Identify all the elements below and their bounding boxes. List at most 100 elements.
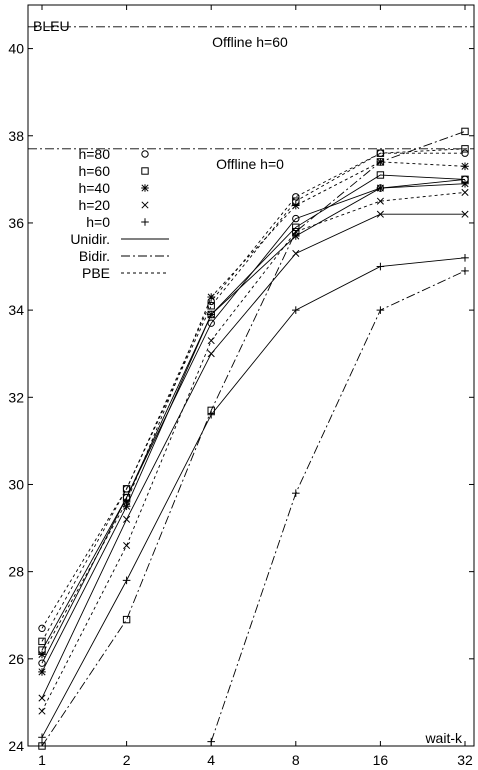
y-tick-label: 28 <box>8 564 24 580</box>
x-tick-label: 4 <box>207 752 215 768</box>
data-point-cross <box>292 228 300 236</box>
data-point-star <box>461 162 469 171</box>
series-line <box>41 161 466 655</box>
y-tick-label: 32 <box>8 389 24 405</box>
data-point-square <box>38 742 46 750</box>
series-line <box>41 191 466 712</box>
legend-label: h=80 <box>78 146 110 162</box>
data-point-plus <box>207 410 215 419</box>
data-point-cross <box>376 197 384 205</box>
legend-marker-star <box>141 184 149 192</box>
series-line <box>41 174 466 651</box>
data-point-plus <box>376 306 385 314</box>
y-tick-label: 34 <box>8 302 24 318</box>
legend-marker-plus <box>141 218 149 226</box>
data-point-star <box>376 184 385 192</box>
data-point-square <box>376 171 385 179</box>
series-line <box>41 130 466 747</box>
x-tick-label: 2 <box>123 752 131 768</box>
data-point-cross <box>376 210 384 218</box>
y-tick-label: 40 <box>8 41 24 57</box>
data-point-cross <box>123 515 131 523</box>
data-point-star <box>207 310 215 319</box>
data-point-plus <box>292 306 300 314</box>
data-point-square <box>461 145 469 153</box>
series-line <box>41 152 465 629</box>
data-point-circle <box>461 149 469 157</box>
data-point-square <box>38 637 46 646</box>
data-point-plus <box>376 262 385 271</box>
y-tick-label: 36 <box>8 215 24 231</box>
data-point-cross <box>461 188 469 196</box>
legend-label: h=0 <box>86 214 110 230</box>
legend-label: h=40 <box>78 180 110 196</box>
data-point-cross <box>38 694 46 702</box>
y-axis-label: BLEU <box>33 18 70 34</box>
data-point-cross <box>207 350 215 358</box>
data-point-cross <box>292 249 300 258</box>
legend-label: h=60 <box>78 163 110 179</box>
data-point-star <box>207 293 215 301</box>
data-point-cross <box>123 541 131 550</box>
x-tick-label: 1 <box>38 752 46 768</box>
x-tick-label: 8 <box>292 752 300 768</box>
plot-frame <box>27 4 475 747</box>
x-axis-label: wait-k <box>424 730 463 746</box>
y-tick-label: 24 <box>8 738 24 754</box>
y-tick-label: 38 <box>8 128 24 144</box>
data-point-plus <box>461 267 469 275</box>
legend-marker-square <box>141 167 149 175</box>
data-point-plus <box>207 737 215 746</box>
legend-marker-circle <box>141 150 149 158</box>
x-tick-label: 32 <box>457 752 473 768</box>
data-point-circle <box>207 319 215 327</box>
series-line <box>41 183 466 673</box>
data-point-cross <box>461 210 469 218</box>
data-point-plus <box>122 576 131 585</box>
data-point-star <box>122 498 131 506</box>
data-point-star <box>461 179 469 188</box>
series-line <box>41 257 466 738</box>
reference-line-label: Offline h=0 <box>216 156 284 172</box>
legend-label: Unidir. <box>70 231 110 247</box>
data-point-star <box>38 650 46 659</box>
data-point-circle <box>292 214 300 223</box>
legend-label: Bidir. <box>79 248 110 264</box>
legend-label: h=20 <box>78 197 110 213</box>
reference-lines: Offline h=60 Offline h=0 <box>28 26 474 172</box>
data-point-square <box>376 149 385 157</box>
series-lines <box>41 130 466 747</box>
series-markers <box>38 127 469 750</box>
data-point-circle <box>38 659 46 667</box>
legend-label: PBE <box>82 265 110 281</box>
data-point-square <box>292 223 300 232</box>
data-point-square <box>207 406 215 415</box>
data-point-square <box>207 302 215 310</box>
data-point-square <box>122 615 131 624</box>
data-point-star <box>38 668 46 676</box>
reference-line-label: Offline h=60 <box>212 34 288 50</box>
data-point-cross <box>207 337 215 345</box>
series-line <box>41 148 466 642</box>
series-line <box>41 213 465 699</box>
data-point-plus <box>292 489 300 497</box>
data-point-star <box>376 158 385 166</box>
data-point-star <box>292 232 300 240</box>
x-tick-label: 16 <box>373 752 389 768</box>
y-tick-label: 30 <box>8 476 24 492</box>
data-point-plus <box>38 733 46 742</box>
y-tick-label: 26 <box>8 651 24 667</box>
data-point-circle <box>38 624 46 633</box>
data-point-circle <box>292 193 300 201</box>
data-point-star <box>292 201 300 210</box>
data-point-square <box>292 227 300 236</box>
data-point-square <box>461 127 469 136</box>
series-line <box>210 270 466 742</box>
data-point-square <box>122 485 131 493</box>
data-point-plus <box>461 254 469 262</box>
legend-marker-cross <box>141 201 149 209</box>
data-point-cross <box>38 707 46 715</box>
